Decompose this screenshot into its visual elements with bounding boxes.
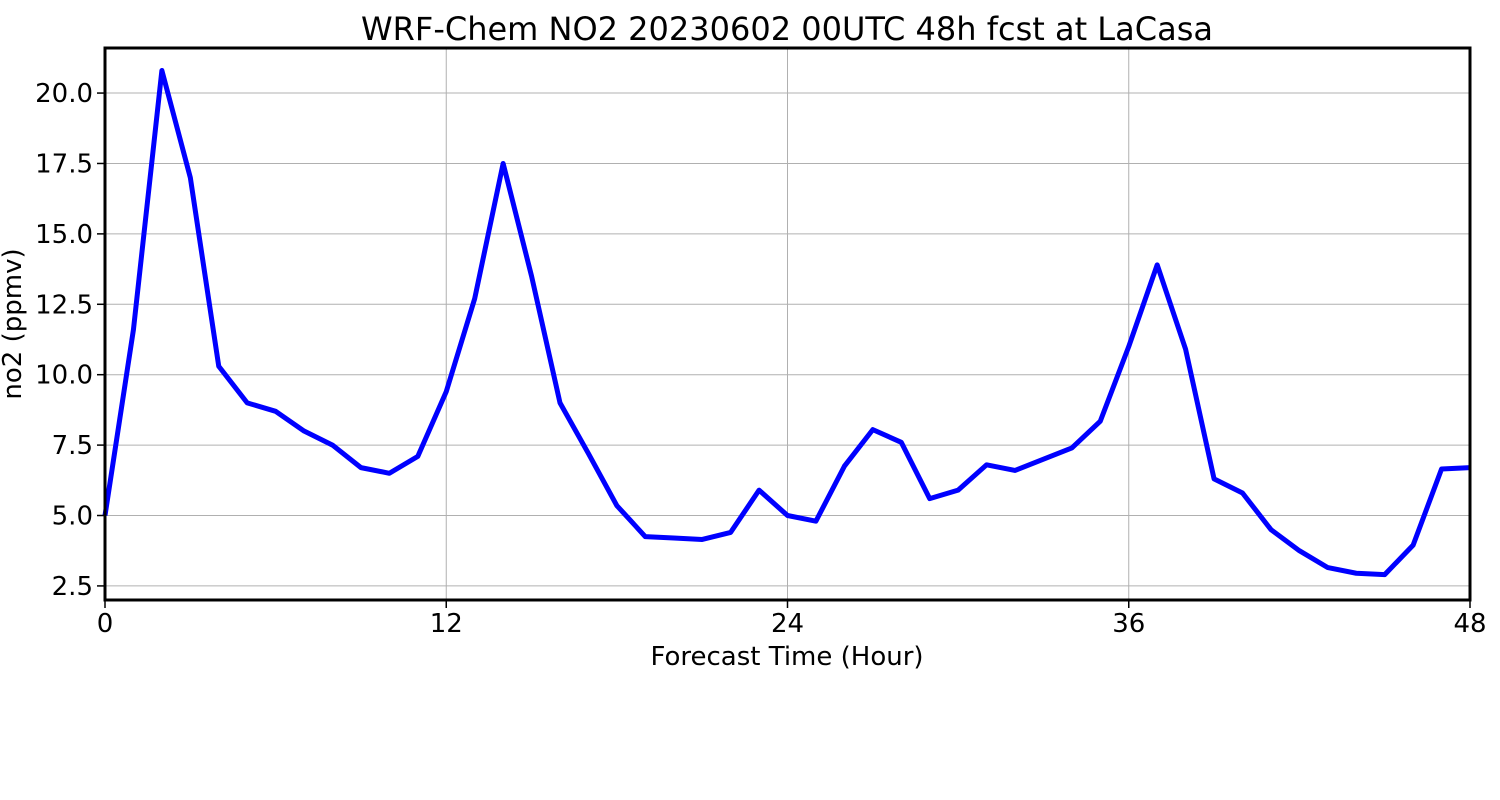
x-tick-label: 0 xyxy=(97,609,114,639)
y-tick-label: 17.5 xyxy=(35,149,93,179)
y-tick-label: 15.0 xyxy=(35,220,93,250)
x-tick-label: 24 xyxy=(771,609,804,639)
y-axis-title: no2 (ppmv) xyxy=(0,248,28,399)
x-axis-title: Forecast Time (Hour) xyxy=(650,642,923,672)
no2-series-line xyxy=(102,68,1471,578)
y-axis-ticks: 2.5 5.0 7.5 10.0 12.5 15.0 17.5 20.0 xyxy=(35,79,105,602)
y-tick-label: 20.0 xyxy=(35,79,93,109)
y-tick-label: 2.5 xyxy=(52,572,93,602)
x-axis-ticks: 0 12 24 36 48 xyxy=(97,600,1487,639)
x-tick-label: 36 xyxy=(1112,609,1145,639)
y-tick-label: 7.5 xyxy=(52,431,93,461)
y-tick-label: 10.0 xyxy=(35,361,93,391)
x-tick-label: 48 xyxy=(1453,609,1486,639)
y-tick-label: 12.5 xyxy=(35,290,93,320)
y-tick-label: 5.0 xyxy=(52,502,93,532)
chart-title: WRF-Chem NO2 20230602 00UTC 48h fcst at … xyxy=(361,10,1213,48)
grid-lines xyxy=(104,48,1471,600)
series-layer xyxy=(102,68,1471,578)
x-tick-label: 12 xyxy=(430,609,463,639)
